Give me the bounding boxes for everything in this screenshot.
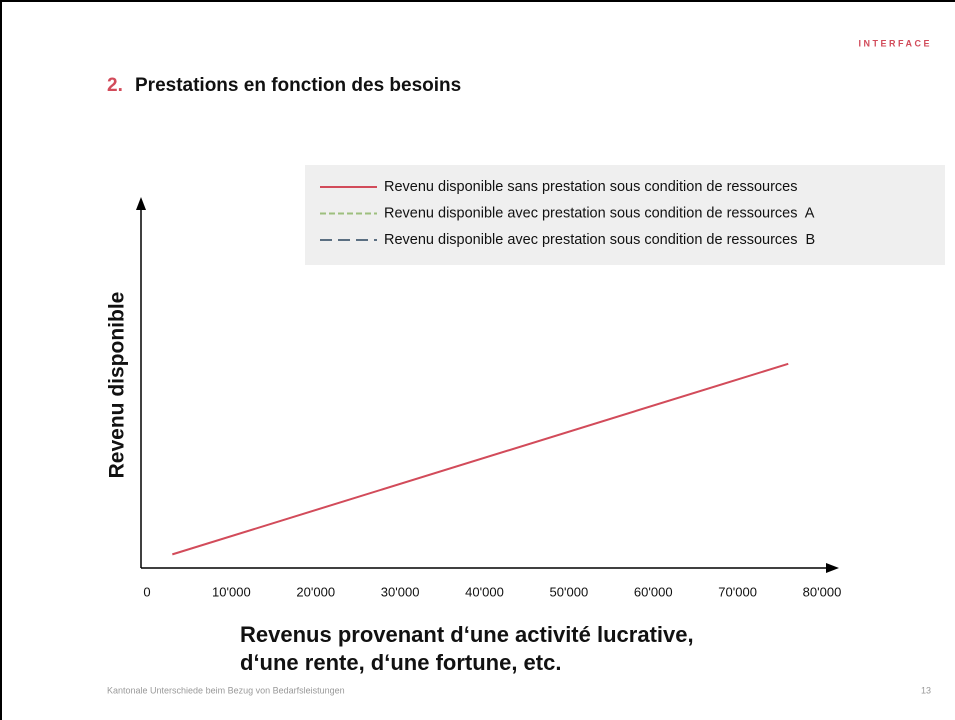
y-arrow: [136, 197, 146, 210]
x-tick-label: 0: [143, 584, 150, 599]
legend-box: [305, 165, 945, 265]
x-tick-label: 30'000: [381, 584, 420, 599]
x-tick-label: 50'000: [550, 584, 589, 599]
brand: INTERFACE: [858, 38, 932, 48]
page-number: 13: [921, 685, 931, 695]
legend-label: Revenu disponible sans prestation sous c…: [384, 179, 798, 195]
x-tick-label: 70'000: [718, 584, 757, 599]
chart-title: Prestations en fonction des besoins: [135, 75, 461, 96]
x-axis-label: d‘une rente, d‘une fortune, etc.: [240, 650, 561, 675]
title-number: 2.: [107, 75, 123, 96]
x-tick-label: 80'000: [803, 584, 842, 599]
x-arrow: [826, 563, 839, 573]
y-axis-label: Revenu disponible: [106, 292, 129, 479]
legend-label: Revenu disponible avec prestation sous c…: [384, 205, 815, 221]
legend-label: Revenu disponible avec prestation sous c…: [384, 232, 815, 248]
x-tick-label: 10'000: [212, 584, 251, 599]
x-tick-label: 60'000: [634, 584, 673, 599]
x-axis-label: Revenus provenant d‘une activité lucrati…: [240, 622, 694, 647]
footer-text: Kantonale Unterschiede beim Bezug von Be…: [107, 685, 345, 695]
x-tick-label: 40'000: [465, 584, 504, 599]
series-line: [172, 362, 789, 556]
x-tick-label: 20'000: [296, 584, 335, 599]
